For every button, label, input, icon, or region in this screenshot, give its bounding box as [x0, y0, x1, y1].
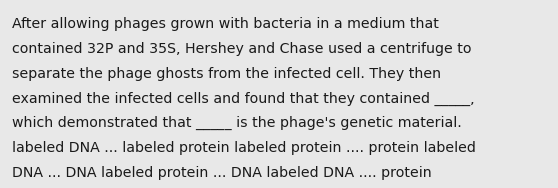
Text: contained 32P and 35S, Hershey and Chase used a centrifuge to: contained 32P and 35S, Hershey and Chase… — [12, 42, 472, 56]
Text: DNA ... DNA labeled protein ... DNA labeled DNA .... protein: DNA ... DNA labeled protein ... DNA labe… — [12, 166, 432, 180]
Text: examined the infected cells and found that they contained _____,: examined the infected cells and found th… — [12, 91, 475, 105]
Text: separate the phage ghosts from the infected cell. They then: separate the phage ghosts from the infec… — [12, 67, 441, 80]
Text: After allowing phages grown with bacteria in a medium that: After allowing phages grown with bacteri… — [12, 17, 439, 31]
Text: labeled DNA ... labeled protein labeled protein .... protein labeled: labeled DNA ... labeled protein labeled … — [12, 141, 476, 155]
Text: which demonstrated that _____ is the phage's genetic material.: which demonstrated that _____ is the pha… — [12, 116, 462, 130]
